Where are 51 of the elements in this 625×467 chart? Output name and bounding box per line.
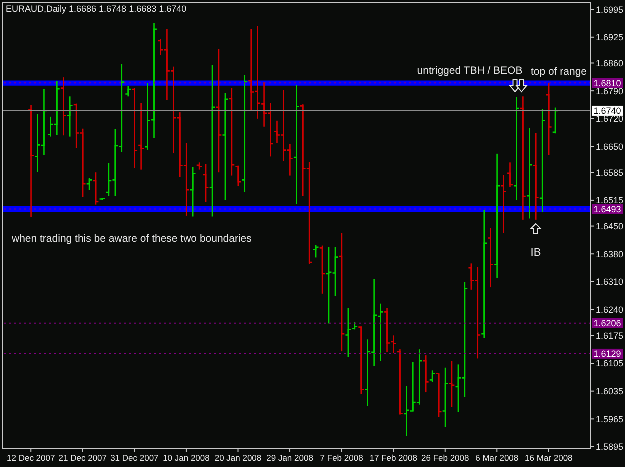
annotation: IB bbox=[530, 247, 542, 259]
candlestick bbox=[313, 244, 319, 258]
ref-line-label: 1.6493 bbox=[594, 204, 622, 214]
x-tick-label: 31 Dec 2007 bbox=[110, 453, 160, 463]
candlestick bbox=[378, 303, 384, 362]
candlestick bbox=[508, 162, 513, 188]
candlestick bbox=[138, 102, 144, 170]
y-tick-label: 1.6650 bbox=[596, 142, 624, 152]
y-tick-label: 1.6515 bbox=[596, 196, 624, 206]
candlestick bbox=[449, 360, 455, 408]
candlestick bbox=[391, 335, 396, 354]
candlestick bbox=[430, 370, 436, 383]
annotation: when trading this be aware of these two boundaries bbox=[11, 233, 252, 245]
x-tick-label: 16 Mar 2008 bbox=[525, 453, 574, 463]
ref-line-label: 1.6129 bbox=[594, 349, 622, 360]
annotation: top of range bbox=[530, 66, 588, 78]
candlestick bbox=[236, 165, 242, 188]
x-tick-label: 12 Dec 2007 bbox=[7, 453, 56, 463]
y-tick-label: 1.5895 bbox=[596, 442, 624, 452]
y-tick-label: 1.6240 bbox=[596, 305, 624, 316]
y-tick-label: 1.6450 bbox=[596, 221, 624, 232]
ref-line-label: 1.6206 bbox=[594, 318, 622, 329]
y-tick-label: 1.6790 bbox=[596, 86, 624, 96]
y-tick-label: 1.6175 bbox=[596, 330, 624, 341]
y-tick-label: 1.6380 bbox=[596, 249, 624, 260]
ref-line-label: 1.6740 bbox=[594, 106, 622, 116]
y-tick-label: 1.6105 bbox=[596, 358, 624, 369]
chart-title: EURAUD,Daily 1.6686 1.6748 1.6683 1.6740 bbox=[6, 4, 187, 14]
y-tick-label: 1.6310 bbox=[596, 277, 624, 288]
x-tick-label: 20 Jan 2008 bbox=[214, 453, 262, 463]
y-tick-label: 1.6035 bbox=[596, 386, 624, 397]
x-tick-label: 21 Dec 2007 bbox=[58, 453, 108, 463]
x-tick-label: 17 Feb 2008 bbox=[370, 453, 418, 463]
x-tick-label: 26 Feb 2008 bbox=[422, 453, 470, 463]
candlestick bbox=[86, 178, 92, 192]
x-tick-label: 10 Jan 2008 bbox=[163, 453, 210, 463]
x-tick-label: 7 Feb 2008 bbox=[320, 453, 364, 463]
candlestick bbox=[423, 354, 429, 394]
y-tick-label: 1.6585 bbox=[596, 168, 624, 178]
candlestick bbox=[126, 86, 132, 98]
candlestick bbox=[501, 174, 506, 234]
y-tick-label: 1.6925 bbox=[596, 32, 624, 43]
candlestick bbox=[67, 96, 73, 138]
annotation: untrigged TBH / BEOB bbox=[417, 65, 523, 77]
x-tick-label: 29 Jan 2008 bbox=[266, 453, 314, 463]
y-tick-label: 1.6720 bbox=[596, 114, 624, 124]
x-tick-label: 6 Mar 2008 bbox=[476, 453, 519, 463]
y-tick-label: 1.6860 bbox=[596, 58, 624, 68]
y-tick-label: 1.6995 bbox=[596, 4, 624, 15]
y-tick-label: 1.5965 bbox=[596, 414, 624, 424]
ref-line-label: 1.6810 bbox=[594, 78, 622, 88]
